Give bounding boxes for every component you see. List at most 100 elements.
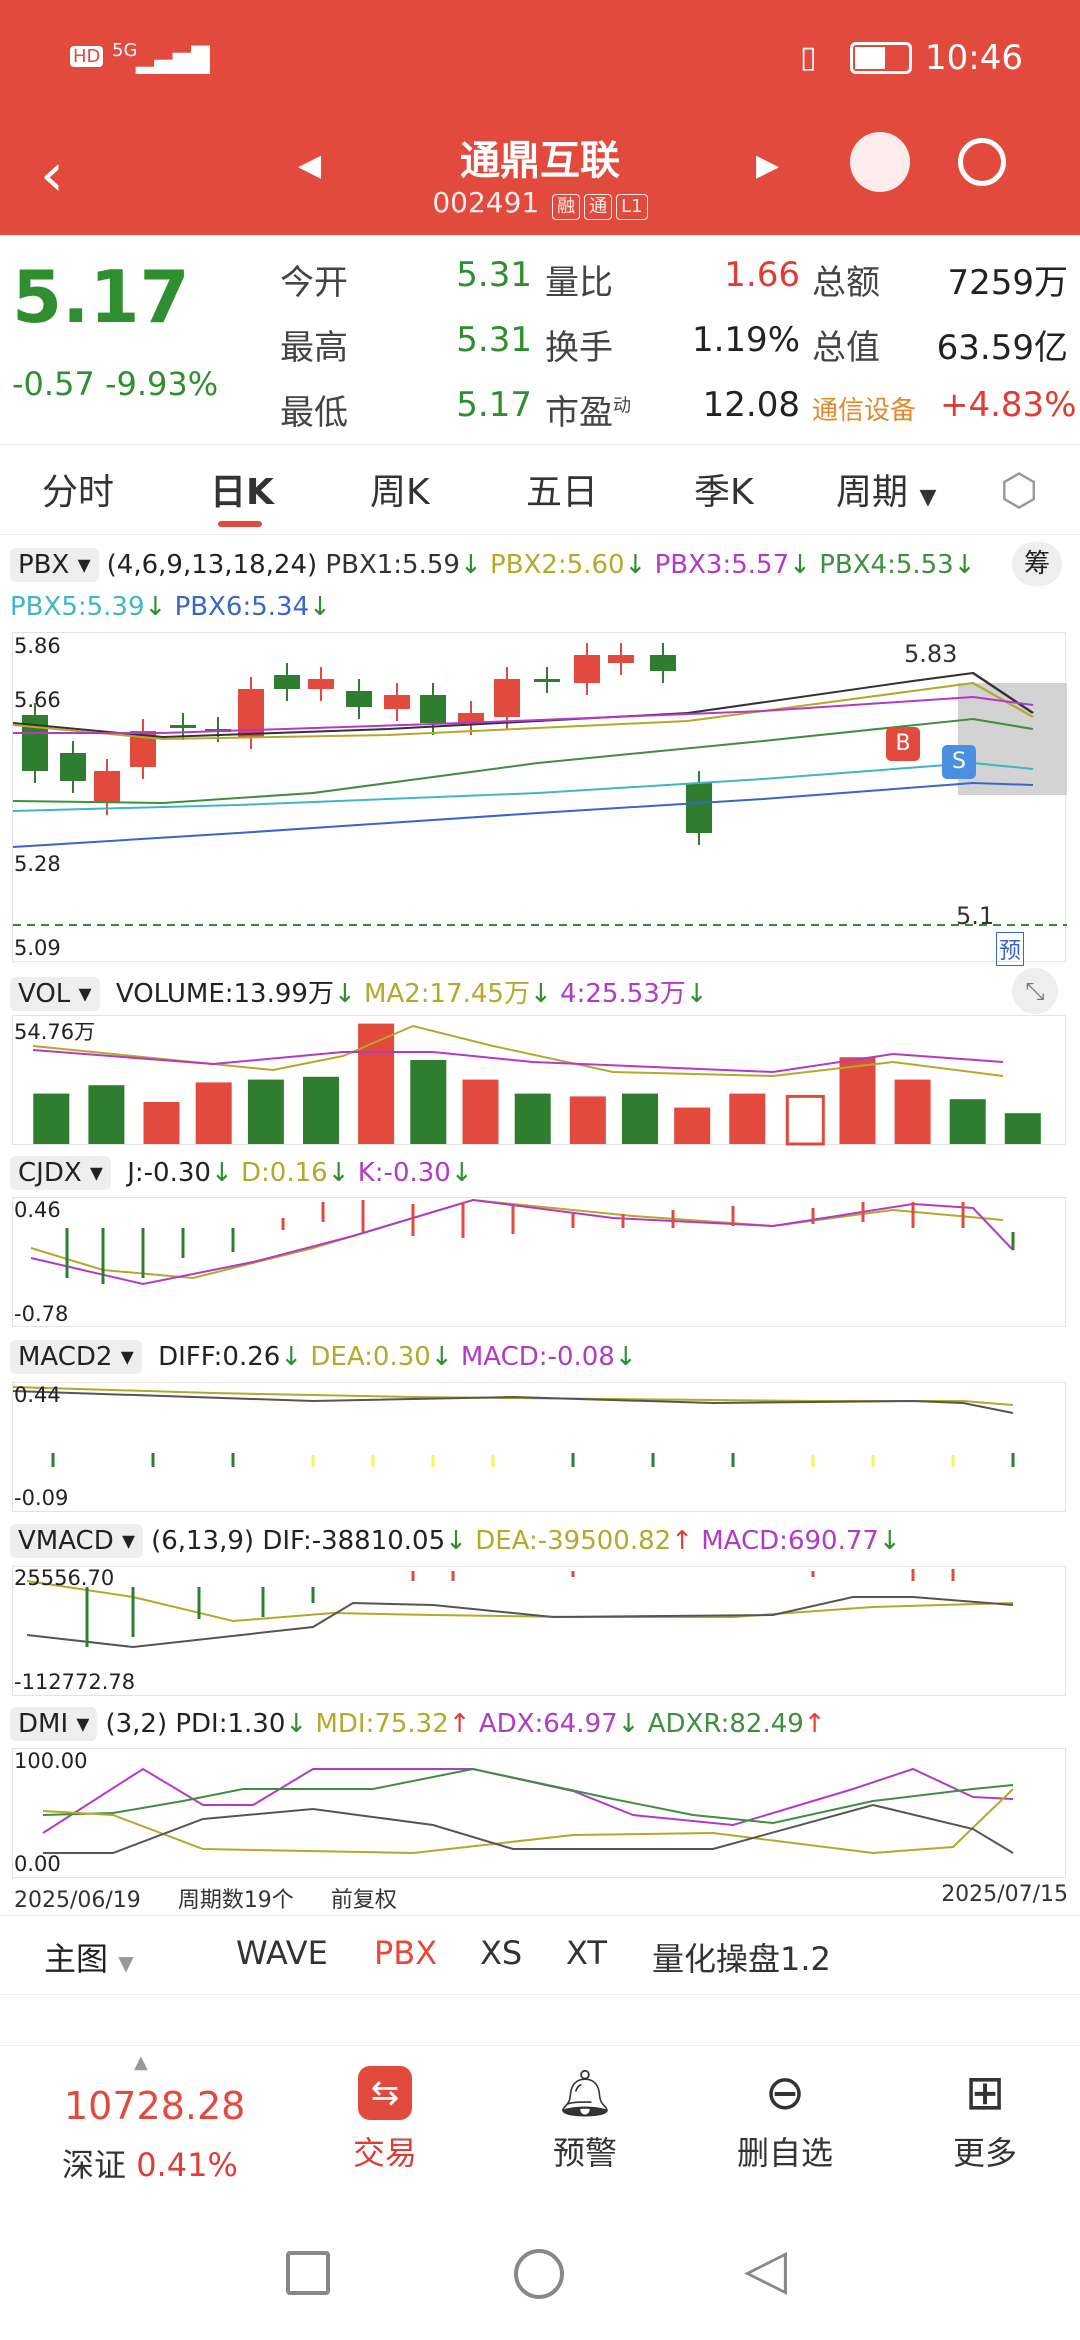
low-value: 5.17 [456,385,532,425]
mascot-icon[interactable] [850,132,910,192]
tab-weekly-k[interactable]: 周K [370,472,430,513]
macd-svg [12,1386,1015,1467]
macd-line [12,1390,1014,1414]
pe-label-sup: 动 [613,395,631,417]
dmi-y-min: 0.00 [14,1852,61,1876]
dmi-chart[interactable] [12,1748,1066,1878]
cjdx-d-value: D:0.16 [241,1158,328,1188]
prev-stock-icon[interactable]: ◀ [298,148,322,183]
nav-trade[interactable]: ⇆ 交易 [305,2066,465,2174]
vmacd-name: VMACD [18,1526,114,1556]
end-date: 2025/07/15 [941,1882,1068,1907]
industry-label[interactable]: 通信设备 [812,396,917,426]
candle-body [686,783,712,833]
open-value: 5.31 [456,255,532,295]
search-icon[interactable] [958,138,1006,186]
home-icon[interactable] [514,2249,564,2299]
pbx1-value: PBX1:5.59 [325,550,460,580]
back-nav-icon[interactable]: ◁ [744,2237,788,2302]
volume-bar [462,1079,499,1144]
tab-intraday[interactable]: 分时 [42,472,115,513]
adjustment: 前复权 [330,1888,397,1913]
candle-body [608,655,634,663]
amount-value: 7259万 [947,263,1068,303]
dmi-params: (3,2) [105,1709,168,1739]
tab-quarterly-k[interactable]: 季K [694,472,754,513]
cjdx-selector[interactable]: CJDX ▾ [10,1156,111,1190]
nav-alert[interactable]: 🔔︎ 预警 [505,2066,665,2174]
kline-chart[interactable] [12,632,1067,962]
dmi-svg [42,1767,1014,1855]
macd-y-max: 0.44 [14,1383,61,1407]
vmacd-y-min: -112772.78 [14,1670,136,1694]
amount-label: 总额 [812,263,880,303]
cjdx-svg [30,1198,1015,1286]
candle-body [574,655,600,683]
volume-bar [785,1094,825,1146]
vmacd-chart[interactable] [12,1566,1066,1696]
pbx-line [12,781,1034,848]
vibrate-icon: ▯ [800,40,817,75]
tab-period[interactable]: 周期 ▼ [836,463,936,515]
nav-remove-watch[interactable]: ⊖ 删自选 [705,2066,865,2174]
vmacd-params: (6,13,9) [151,1526,255,1556]
indicator-quant[interactable]: 量化操盘1.2 [652,1940,831,1978]
volume-bar [1004,1113,1041,1144]
pbx2-value: PBX2:5.60 [490,550,625,580]
index-change[interactable]: 深证 0.41% [62,2140,238,2186]
minus-circle-icon: ⊖ [764,2065,806,2121]
ticker-expand-icon[interactable]: ▲ [134,2052,148,2073]
pbx-y-3: 5.28 [14,852,61,876]
indicator-xt[interactable]: XT [566,1934,607,1972]
nav-more[interactable]: ⊞ 更多 [905,2066,1065,2174]
pbx-line [13,695,1034,734]
market-cap-value: 63.59亿 [936,328,1068,368]
dmi-selector[interactable]: DMI ▾ [10,1707,98,1741]
indicator-wave[interactable]: WAVE [236,1934,328,1972]
macd-value: MACD:-0.08 [460,1342,615,1372]
vmacd-selector[interactable]: VMACD ▾ [10,1524,144,1558]
stock-header: ‹ ◀ 通鼎互联 002491 融通 L1 ▶ [0,120,1080,235]
dmi-name: DMI [18,1709,69,1739]
pbx-selector[interactable]: PBX ▾ [10,548,99,582]
tab-daily-k[interactable]: 日K [210,472,274,513]
pbx-y-max: 5.86 [14,634,61,658]
vol-ma4-value: 4:25.53万 [560,979,686,1009]
pe-label-text: 市盈 [545,393,613,433]
macd-chart[interactable] [12,1382,1066,1512]
nav-alert-label: 预警 [552,2134,617,2172]
settings-hex-icon[interactable]: ⬡ [1000,465,1039,516]
forecast-tag: 预 [996,932,1025,966]
vmacd-y-max: 25556.70 [14,1566,115,1590]
chip-button[interactable]: 筹 [1012,542,1062,586]
volume-bar [303,1076,339,1144]
index-value[interactable]: 10728.28 [64,2084,246,2128]
dmi-mdi-value: MDI:75.32 [315,1709,449,1739]
volume-bar [247,1079,284,1144]
dmi-line [42,1788,1014,1855]
stock-title: 通鼎互联 [460,138,620,184]
main-chart-selector[interactable]: 主图 ▼ [44,1940,134,1978]
pbx-header-2: PBX5:5.39↓ PBX6:5.34↓ [10,592,331,622]
pbx-line [12,761,1034,812]
volume-chart[interactable] [12,1015,1066,1146]
vmacd-line [26,1596,1014,1649]
vmacd-svg [26,1569,1014,1649]
volume-bar [894,1079,931,1144]
tab-five-day[interactable]: 五日 [526,472,599,513]
pbx-params: (4,6,9,13,18,24) [106,550,318,580]
active-tab-underline [218,521,262,527]
candle-body [420,695,446,723]
indicator-pbx[interactable]: PBX [374,1934,438,1972]
cjdx-chart[interactable] [12,1197,1066,1327]
next-stock-icon[interactable]: ▶ [756,148,780,183]
expand-icon[interactable]: ⤡ [1012,968,1058,1014]
back-icon[interactable]: ‹ [40,140,64,210]
indicator-xs[interactable]: XS [480,1934,523,1972]
pbx4-value: PBX4:5.53 [819,550,954,580]
recents-icon[interactable] [286,2251,330,2295]
grid-icon: ⊞ [964,2065,1006,2121]
nav-remove-watch-label: 删自选 [736,2134,833,2172]
vol-selector[interactable]: VOL ▾ [10,977,100,1011]
macd-selector[interactable]: MACD2 ▾ [10,1340,142,1374]
